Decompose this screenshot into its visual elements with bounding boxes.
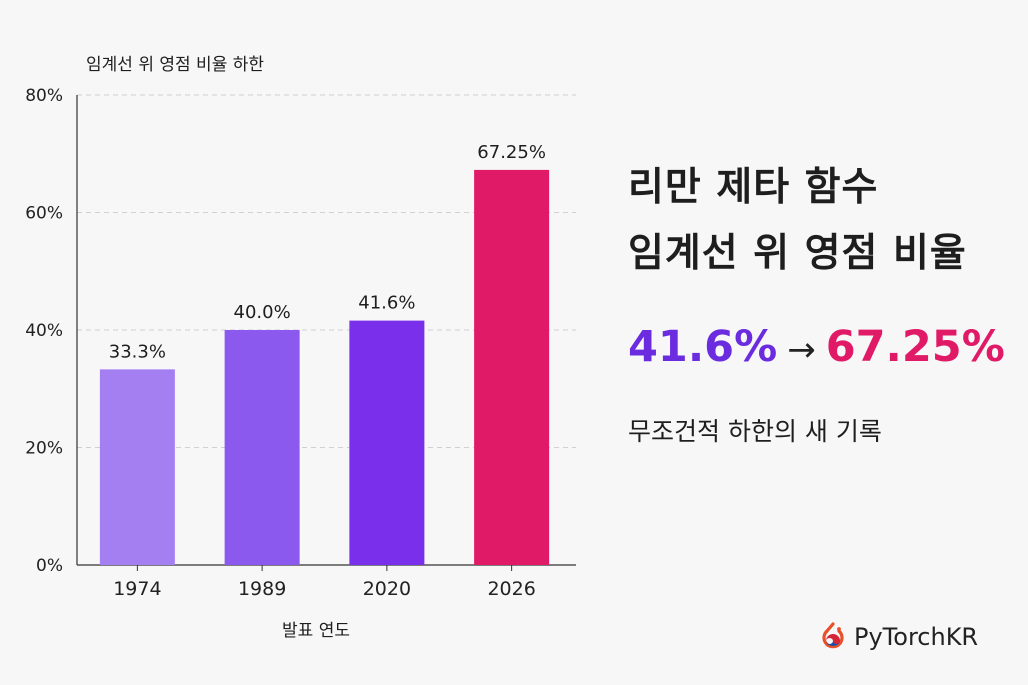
data-label: 40.0% <box>234 302 291 323</box>
arrow-right-icon: → <box>787 330 816 370</box>
y-tick-label: 40% <box>25 321 63 341</box>
bars: 33.3% 40.0% 41.6% 67.25% <box>99 142 550 565</box>
panel-caption: 무조건적 하한의 새 기록 <box>628 417 882 446</box>
x-axis-title: 발표 연도 <box>282 621 350 641</box>
brand-name: PyTorchKR <box>854 623 979 651</box>
data-label: 67.25% <box>477 142 546 163</box>
bar <box>349 320 425 565</box>
y-tick-label: 20% <box>25 439 63 459</box>
pytorchkr-logo-icon <box>822 622 844 649</box>
y-tick-label: 0% <box>36 556 63 576</box>
y-axis-ticks: 0% 20% 40% 60% 80% <box>25 86 63 576</box>
new-record-value: 67.25% <box>825 322 1005 372</box>
chart-title: 임계선 위 영점 비율 하한 <box>86 55 264 75</box>
x-tick-label: 2026 <box>487 578 535 600</box>
x-tick-label: 2020 <box>363 578 411 600</box>
bar <box>474 169 550 565</box>
panel-title-line-2: 임계선 위 영점 비율 <box>628 231 967 276</box>
brand: PyTorchKR <box>820 622 978 652</box>
x-tick-label: 1989 <box>238 578 286 600</box>
x-tick-label: 1974 <box>113 578 161 600</box>
bar <box>224 330 300 565</box>
record-highlight: 41.6% → 67.25% <box>628 322 1005 372</box>
bar-chart: 임계선 위 영점 비율 하한 0% 20% 40% 60% 80% 33.3% 40.0%… <box>25 55 576 641</box>
data-label: 33.3% <box>109 341 166 362</box>
previous-record-value: 41.6% <box>628 322 778 372</box>
panel-title-line-1: 리만 제타 함수 <box>628 165 879 210</box>
bar <box>99 369 175 565</box>
data-label: 41.6% <box>358 293 415 314</box>
x-axis-ticks: 1974 1989 2020 2026 <box>113 565 536 600</box>
y-tick-label: 80% <box>25 86 63 106</box>
y-tick-label: 60% <box>25 204 63 224</box>
